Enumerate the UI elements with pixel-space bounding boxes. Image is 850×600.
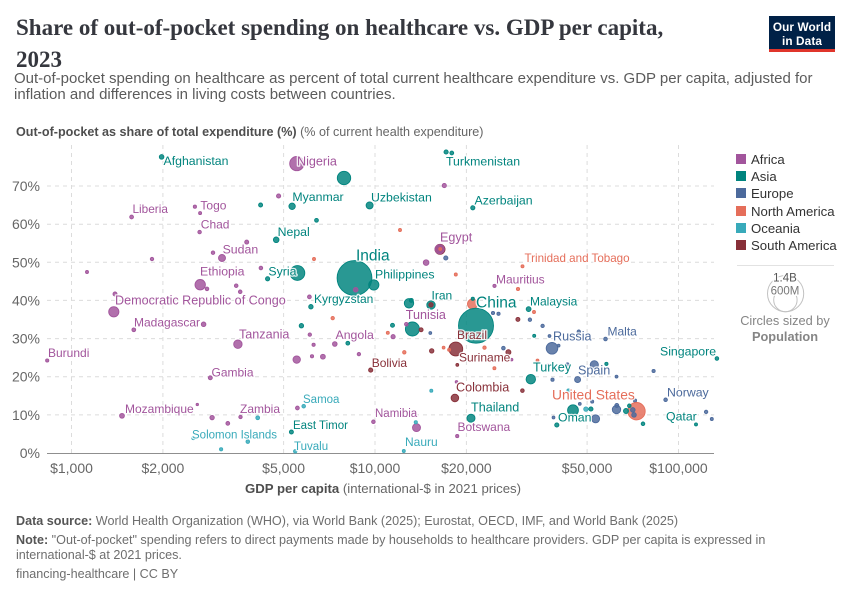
svg-text:Nauru: Nauru [405,435,438,449]
svg-text:Tuvalu: Tuvalu [294,441,328,453]
svg-text:10%: 10% [12,407,40,423]
svg-text:600M: 600M [771,286,800,298]
svg-text:Burundi: Burundi [48,346,89,360]
svg-text:Colombia: Colombia [456,381,509,395]
svg-text:Azerbaijan: Azerbaijan [475,194,533,208]
svg-text:Thailand: Thailand [471,401,519,415]
svg-text:Bolivia: Bolivia [372,356,408,370]
svg-text:60%: 60% [12,216,40,232]
svg-text:$50,000: $50,000 [562,460,613,476]
svg-text:Mauritius: Mauritius [496,273,545,287]
svg-text:20%: 20% [12,369,40,385]
svg-text:Spain: Spain [578,364,610,378]
svg-text:Samoa: Samoa [303,394,340,406]
svg-text:Suriname: Suriname [459,351,511,365]
svg-text:70%: 70% [12,178,40,194]
svg-text:Myanmar: Myanmar [292,190,343,204]
svg-text:$1,000: $1,000 [50,460,93,476]
svg-text:Malta: Malta [608,325,638,339]
svg-text:$5,000: $5,000 [262,460,305,476]
svg-text:Iran: Iran [432,289,453,303]
svg-text:40%: 40% [12,292,40,308]
svg-text:Oman: Oman [558,411,592,425]
svg-text:Tanzania: Tanzania [239,328,289,342]
svg-text:Trinidad and Tobago: Trinidad and Tobago [525,252,630,265]
svg-text:Singapore: Singapore [660,345,716,359]
svg-text:Namibia: Namibia [375,408,418,420]
svg-text:Sudan: Sudan [223,243,259,257]
svg-text:Mozambique: Mozambique [125,402,194,416]
svg-text:Russia: Russia [553,330,592,344]
svg-text:GDP per capita (international-: GDP per capita (international-$ in 2021 … [245,481,521,496]
svg-text:Philippines: Philippines [375,268,434,282]
svg-text:Solomon Islands: Solomon Islands [192,430,277,442]
svg-text:China: China [476,295,517,312]
svg-text:0%: 0% [20,445,40,461]
svg-text:30%: 30% [12,331,40,347]
svg-text:Nigeria: Nigeria [297,155,337,169]
svg-text:$10,000: $10,000 [350,460,401,476]
svg-text:Botswana: Botswana [458,420,511,434]
svg-text:Angola: Angola [336,328,374,342]
svg-text:Qatar: Qatar [666,410,697,424]
svg-text:Chad: Chad [201,218,230,232]
svg-text:Syria: Syria [268,265,296,279]
svg-text:Turkmenistan: Turkmenistan [446,155,520,169]
svg-text:India: India [356,248,390,265]
svg-text:Gambia: Gambia [212,366,254,380]
svg-text:$100,000: $100,000 [649,460,708,476]
svg-text:Democratic Republic of Congo: Democratic Republic of Congo [115,294,286,308]
svg-text:Madagascar: Madagascar [134,316,200,330]
svg-text:United States: United States [552,388,635,403]
svg-text:Afghanistan: Afghanistan [164,154,229,168]
svg-text:Norway: Norway [667,386,710,400]
svg-text:Kyrgyzstan: Kyrgyzstan [314,292,373,306]
svg-text:Brazil: Brazil [457,328,487,342]
svg-text:50%: 50% [12,254,40,270]
svg-text:Malaysia: Malaysia [530,295,578,309]
svg-text:Egypt: Egypt [440,231,473,245]
svg-text:Turkey: Turkey [533,361,572,375]
svg-text:Tunisia: Tunisia [406,308,446,322]
svg-text:Ethiopia: Ethiopia [200,265,245,279]
svg-text:$20,000: $20,000 [441,460,492,476]
svg-text:Population: Population [752,329,818,344]
svg-text:Liberia: Liberia [133,202,169,216]
svg-text:1.4B: 1.4B [773,273,797,285]
svg-text:$2,000: $2,000 [141,460,184,476]
svg-text:Togo: Togo [200,199,226,213]
svg-text:Nepal: Nepal [278,225,310,239]
svg-text:Uzbekistan: Uzbekistan [371,191,432,205]
svg-text:Zambia: Zambia [240,402,280,416]
svg-text:East Timor: East Timor [293,420,348,432]
svg-text:Circles sized by: Circles sized by [740,313,830,328]
